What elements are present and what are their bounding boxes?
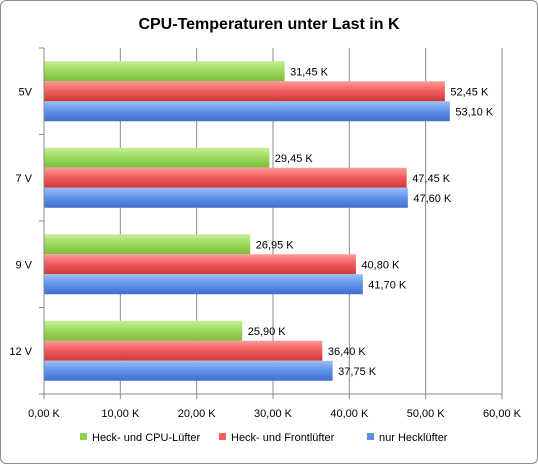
bar-7-v-0 [44, 147, 270, 168]
x-tick-label: 60,00 K [483, 408, 522, 420]
x-tick-label: 0,00 K [28, 408, 60, 420]
axes: 0,00 K 10,00 K 20,00 K 30,00 K 40,00 K 50,00 … [9, 47, 522, 420]
data-label: 47,60 K [413, 193, 452, 205]
bar-5v-0 [44, 61, 285, 82]
bar-5v-2 [44, 101, 450, 122]
x-tick-label: 40,00 K [330, 408, 369, 420]
legend: Heck- und CPU-Lüfter Heck- und Frontlüfte… [80, 432, 448, 444]
legend-swatch [219, 433, 226, 440]
data-label: 53,10 K [455, 106, 494, 118]
data-label: 52,45 K [450, 86, 489, 98]
bar-12-v-0 [44, 320, 243, 341]
bar-9-v-0 [44, 234, 251, 255]
data-label: 37,75 K [338, 366, 377, 378]
data-label: 41,70 K [368, 279, 407, 291]
legend-label: Heck- und Frontlüfter [231, 432, 335, 444]
data-label: 40,80 K [361, 259, 400, 271]
bar-7-v-2 [44, 187, 408, 208]
data-label: 36,40 K [328, 346, 367, 358]
legend-swatch [80, 433, 87, 440]
bar-9-v-2 [44, 274, 363, 295]
category-label: 9 V [15, 259, 32, 271]
x-tick-label: 50,00 K [407, 408, 446, 420]
bar-12-v-1 [44, 340, 323, 361]
bar-12-v-2 [44, 360, 333, 381]
bar-9-v-1 [44, 254, 356, 275]
bar-5v-1 [44, 81, 445, 102]
legend-swatch [367, 433, 374, 440]
bar-7-v-1 [44, 167, 407, 188]
data-label: 25,90 K [248, 326, 287, 338]
legend-label: nur Hecklüfter [379, 432, 448, 444]
x-tick-label: 10,00 K [101, 408, 140, 420]
bars [44, 61, 450, 381]
legend-label: Heck- und CPU-Lüfter [92, 432, 201, 444]
chart-title: CPU-Temperaturen unter Last in K [138, 16, 400, 33]
data-label: 26,95 K [256, 239, 295, 251]
category-label: 12 V [9, 346, 32, 358]
x-tick-label: 20,00 K [178, 408, 217, 420]
data-labels: 31,45 K 52,45 K 53,10 K 29,45 K 47,45 K 47,60… [248, 66, 494, 378]
data-label: 31,45 K [290, 66, 329, 78]
category-label: 7 V [15, 173, 32, 185]
data-label: 47,45 K [412, 173, 451, 185]
x-tick-label: 30,00 K [254, 408, 293, 420]
data-label: 29,45 K [275, 153, 314, 165]
category-label: 5V [19, 86, 33, 98]
